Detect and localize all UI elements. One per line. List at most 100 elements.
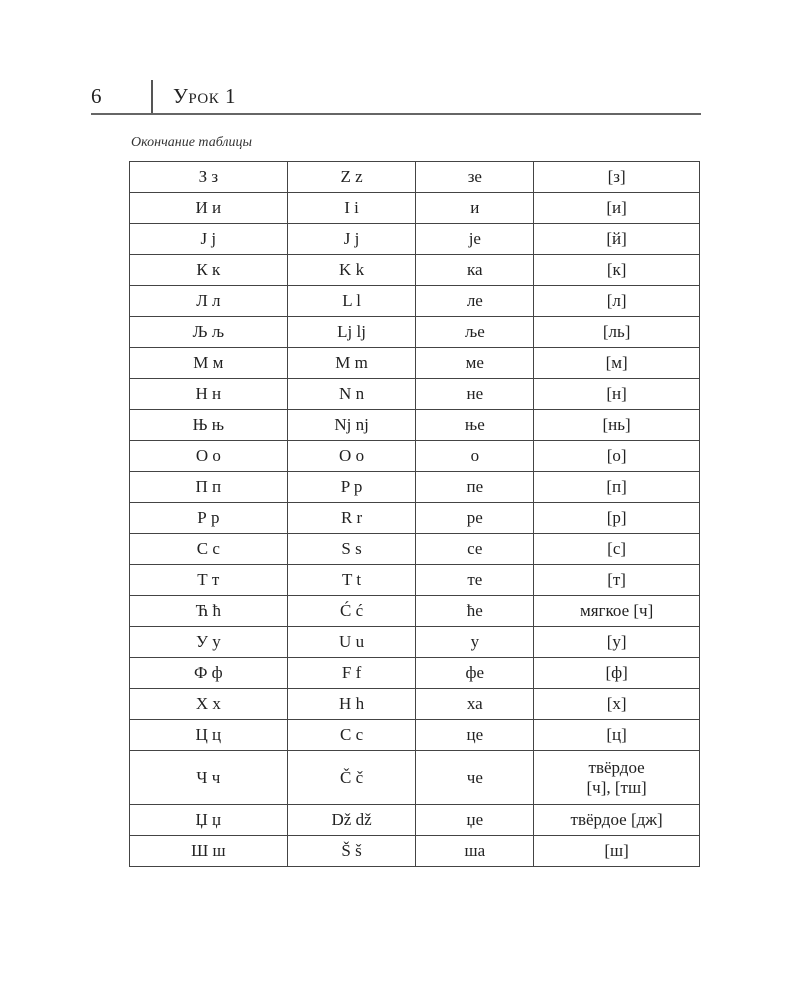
- pronunciation-cell: [ш]: [533, 835, 700, 867]
- cyrillic-letter-cell: Џ џ: [129, 804, 288, 836]
- letter-name-cell: и: [415, 192, 535, 224]
- letter-name-cell: ре: [415, 502, 535, 534]
- cyrillic-letter-cell: Ф ф: [129, 657, 288, 689]
- table-row: Љ љ Lj lj ље [ль]: [129, 316, 700, 348]
- latin-letter-cell: Š š: [286, 835, 417, 867]
- cyrillic-letter-cell: Н н: [129, 378, 288, 410]
- letter-name-cell: фе: [415, 657, 535, 689]
- latin-letter-cell: Z z: [286, 161, 417, 193]
- cyrillic-letter-cell: М м: [129, 347, 288, 379]
- cyrillic-letter-cell: П п: [129, 471, 288, 503]
- cyrillic-letter-cell: С с: [129, 533, 288, 565]
- letter-name-cell: ње: [415, 409, 535, 441]
- latin-letter-cell: T t: [286, 564, 417, 596]
- letter-name-cell: се: [415, 533, 535, 565]
- pronunciation-cell: [х]: [533, 688, 700, 720]
- letter-name-cell: пе: [415, 471, 535, 503]
- pronunciation-cell: [нь]: [533, 409, 700, 441]
- table-caption: Окончание таблицы: [131, 135, 252, 150]
- cyrillic-letter-cell: И и: [129, 192, 288, 224]
- cyrillic-letter-cell: Љ љ: [129, 316, 288, 348]
- letter-name-cell: ће: [415, 595, 535, 627]
- letter-name-cell: ка: [415, 254, 535, 286]
- letter-name-cell: не: [415, 378, 535, 410]
- letter-name-cell: џе: [415, 804, 535, 836]
- latin-letter-cell: P p: [286, 471, 417, 503]
- latin-letter-cell: J j: [286, 223, 417, 255]
- latin-letter-cell: Dž dž: [286, 804, 417, 836]
- cyrillic-letter-cell: Њ њ: [129, 409, 288, 441]
- letter-name-cell: те: [415, 564, 535, 596]
- latin-letter-cell: H h: [286, 688, 417, 720]
- letter-name-cell: ле: [415, 285, 535, 317]
- cyrillic-letter-cell: Л л: [129, 285, 288, 317]
- letter-name-cell: ха: [415, 688, 535, 720]
- pronunciation-cell: твёрдое [дж]: [533, 804, 700, 836]
- latin-letter-cell: R r: [286, 502, 417, 534]
- table-row: Њ њ Nj nj ње [нь]: [129, 409, 700, 441]
- pronunciation-cell: [к]: [533, 254, 700, 286]
- letter-name-cell: о: [415, 440, 535, 472]
- pronunciation-cell: твёрдое [ч], [тш]: [533, 750, 700, 805]
- cyrillic-letter-cell: Ћ ћ: [129, 595, 288, 627]
- pronunciation-cell: [с]: [533, 533, 700, 565]
- cyrillic-letter-cell: Ч ч: [129, 750, 288, 805]
- pronunciation-cell: [ц]: [533, 719, 700, 751]
- pronunciation-cell: [о]: [533, 440, 700, 472]
- latin-letter-cell: Lj lj: [286, 316, 417, 348]
- letter-name-cell: у: [415, 626, 535, 658]
- pronunciation-cell: [м]: [533, 347, 700, 379]
- pronunciation-cell: [й]: [533, 223, 700, 255]
- running-head: Урок 1: [173, 84, 236, 108]
- letter-name-cell: це: [415, 719, 535, 751]
- latin-letter-cell: F f: [286, 657, 417, 689]
- cyrillic-letter-cell: З з: [129, 161, 288, 193]
- pronunciation-cell: [з]: [533, 161, 700, 193]
- latin-letter-cell: N n: [286, 378, 417, 410]
- latin-letter-cell: S s: [286, 533, 417, 565]
- latin-letter-cell: Ć ć: [286, 595, 417, 627]
- letter-name-cell: ме: [415, 347, 535, 379]
- cyrillic-letter-cell: Ш ш: [129, 835, 288, 867]
- latin-letter-cell: L l: [286, 285, 417, 317]
- cyrillic-letter-cell: Т т: [129, 564, 288, 596]
- cyrillic-letter-cell: Р р: [129, 502, 288, 534]
- latin-letter-cell: O o: [286, 440, 417, 472]
- letter-name-cell: ша: [415, 835, 535, 867]
- letter-name-cell: че: [415, 750, 535, 805]
- latin-letter-cell: C c: [286, 719, 417, 751]
- page-number: 6: [91, 84, 102, 108]
- cyrillic-letter-cell: У у: [129, 626, 288, 658]
- cyrillic-letter-cell: Х х: [129, 688, 288, 720]
- letter-name-cell: ље: [415, 316, 535, 348]
- pronunciation-cell: [ф]: [533, 657, 700, 689]
- letter-name-cell: je: [415, 223, 535, 255]
- latin-letter-cell: I i: [286, 192, 417, 224]
- cyrillic-letter-cell: О о: [129, 440, 288, 472]
- pronunciation-cell: [т]: [533, 564, 700, 596]
- pronunciation-cell: [у]: [533, 626, 700, 658]
- table-row: Џ џ Dž dž џе твёрдое [дж]: [129, 804, 700, 836]
- latin-letter-cell: Č č: [286, 750, 417, 805]
- cyrillic-letter-cell: Ц ц: [129, 719, 288, 751]
- letter-name-cell: зе: [415, 161, 535, 193]
- pronunciation-cell: [л]: [533, 285, 700, 317]
- latin-letter-cell: M m: [286, 347, 417, 379]
- latin-letter-cell: K k: [286, 254, 417, 286]
